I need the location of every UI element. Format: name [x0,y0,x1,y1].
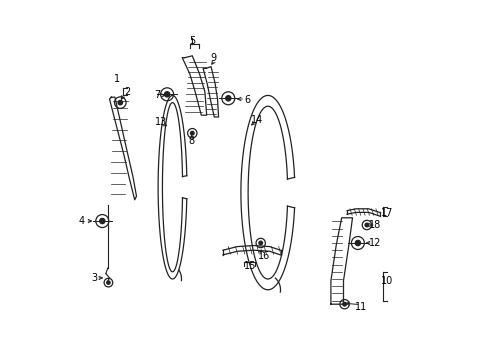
Text: 17: 17 [380,208,392,218]
Text: 12: 12 [368,238,380,248]
Circle shape [100,219,105,224]
Circle shape [118,100,122,105]
Text: 8: 8 [188,136,194,147]
Text: 18: 18 [368,220,380,230]
Text: 9: 9 [210,53,217,63]
Text: 1: 1 [113,74,120,84]
Text: 11: 11 [355,302,367,312]
Circle shape [225,96,230,101]
Text: 16: 16 [258,251,270,261]
Text: 3: 3 [91,273,97,283]
Text: 13: 13 [155,117,167,127]
Circle shape [365,223,368,227]
Circle shape [164,92,169,97]
Circle shape [190,131,194,135]
Text: 5: 5 [189,36,195,46]
Text: 2: 2 [124,87,130,97]
Text: 4: 4 [79,216,85,226]
Text: 10: 10 [380,276,392,286]
Text: 6: 6 [244,95,250,105]
Text: 7: 7 [154,90,160,100]
Text: 15: 15 [243,261,256,271]
Circle shape [106,281,110,284]
Circle shape [342,302,346,306]
Circle shape [355,240,360,246]
Text: 14: 14 [250,114,263,125]
Circle shape [258,241,262,245]
